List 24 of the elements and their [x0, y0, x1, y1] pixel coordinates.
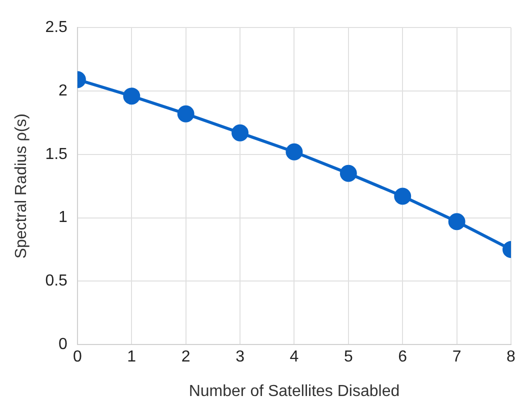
y-axis-title: Spectral Radius ρ(s) [13, 114, 30, 259]
point [177, 105, 194, 122]
x-tick-label: 6 [398, 348, 408, 366]
x-tick-label: 2 [181, 348, 190, 366]
x-axis-title: Number of Satellites Disabled [188, 382, 400, 400]
point [123, 88, 140, 105]
y-tick-label: 1 [58, 209, 68, 226]
y-tick-label: 0.5 [45, 272, 68, 290]
point [232, 124, 249, 142]
point [286, 143, 303, 160]
x-tick-label: 1 [127, 348, 136, 366]
x-tick-label: 5 [344, 348, 353, 366]
x-tick-label: 4 [290, 348, 299, 366]
point [340, 164, 357, 182]
x-tick-label: 0 [72, 348, 82, 366]
x-tick-label: 3 [236, 348, 245, 366]
y-tick-label: 1.5 [45, 146, 68, 163]
point [394, 188, 412, 205]
x-tick-label: 7 [452, 348, 462, 366]
y-tick-label: 2 [58, 82, 68, 100]
point [448, 213, 466, 230]
y-tick-label: 2.5 [45, 19, 68, 36]
x-tick-label: 8 [506, 348, 516, 366]
y-tick-label: 0 [58, 336, 68, 354]
